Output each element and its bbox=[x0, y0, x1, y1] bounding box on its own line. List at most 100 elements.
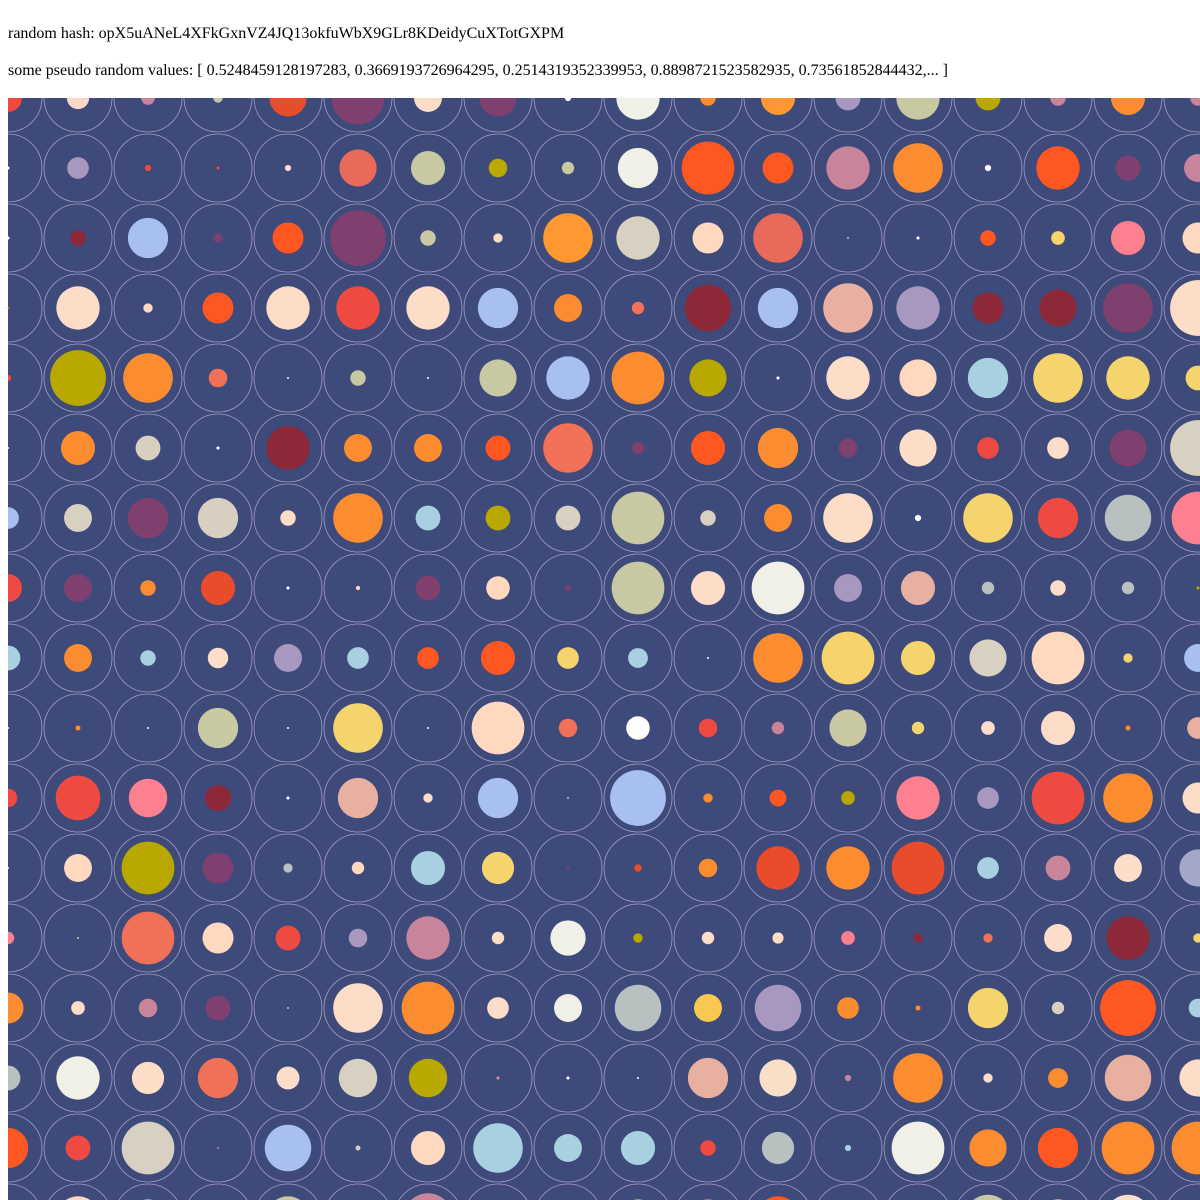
grid-ring bbox=[813, 693, 883, 763]
grid-dot bbox=[837, 997, 859, 1019]
grid-dot bbox=[8, 788, 18, 808]
grid-ring bbox=[883, 203, 953, 273]
grid-dot bbox=[1037, 497, 1079, 539]
grid-ring bbox=[43, 693, 113, 763]
grid-ring bbox=[813, 623, 883, 693]
grid-ring bbox=[1163, 343, 1200, 413]
grid-dot bbox=[8, 992, 24, 1024]
grid-ring bbox=[953, 763, 1023, 833]
grid-dot bbox=[911, 721, 925, 735]
grid-dot bbox=[491, 931, 505, 945]
grid-ring bbox=[813, 763, 883, 833]
grid-dot bbox=[701, 931, 715, 945]
grid-dot bbox=[1051, 1001, 1065, 1015]
grid-dot bbox=[330, 210, 386, 266]
grid-ring bbox=[1023, 98, 1093, 133]
hash-line: random hash: opX5uANeL4XFkGxnVZ4JQ13okfu… bbox=[8, 24, 564, 44]
grid-dot bbox=[347, 647, 369, 669]
grid-dot bbox=[135, 435, 161, 461]
grid-dot bbox=[1104, 1054, 1152, 1102]
grid-dot bbox=[66, 98, 90, 110]
grid-dot bbox=[891, 841, 945, 895]
grid-ring bbox=[8, 763, 43, 833]
grid-dot bbox=[554, 1134, 582, 1162]
grid-dot bbox=[913, 933, 923, 943]
grid-ring bbox=[43, 483, 113, 553]
grid-ring bbox=[393, 273, 463, 343]
grid-dot bbox=[893, 143, 943, 193]
grid-ring bbox=[113, 273, 183, 343]
grid-ring bbox=[533, 763, 603, 833]
grid-dot bbox=[1050, 580, 1066, 596]
grid-dot bbox=[1121, 581, 1135, 595]
grid-ring bbox=[883, 1113, 953, 1183]
grid-ring bbox=[673, 133, 743, 203]
grid-ring bbox=[813, 98, 883, 133]
grid-ring bbox=[393, 413, 463, 483]
grid-ring bbox=[813, 903, 883, 973]
grid-dot bbox=[616, 216, 660, 260]
grid-dot bbox=[633, 933, 643, 943]
grid-ring bbox=[43, 203, 113, 273]
grid-ring bbox=[533, 693, 603, 763]
grid-ring bbox=[463, 98, 533, 133]
grid-ring bbox=[43, 903, 113, 973]
grid-ring bbox=[253, 973, 323, 1043]
grid-ring bbox=[608, 1183, 668, 1200]
grid-ring bbox=[1163, 1113, 1200, 1183]
grid-dot bbox=[915, 1005, 921, 1011]
grid-dot bbox=[1179, 1059, 1200, 1097]
grid-ring bbox=[183, 763, 253, 833]
grid-dot bbox=[216, 446, 220, 450]
grid-dot bbox=[8, 645, 21, 671]
grid-ring bbox=[1023, 833, 1093, 903]
grid-dot bbox=[983, 933, 993, 943]
grid-dot bbox=[1103, 283, 1153, 333]
grid-ring bbox=[743, 623, 813, 693]
grid-ring bbox=[8, 833, 43, 903]
grid-ring bbox=[43, 273, 113, 343]
grid-dot bbox=[488, 158, 508, 178]
grid-dot bbox=[1040, 710, 1076, 746]
grid-dot bbox=[417, 647, 439, 669]
grid-ring bbox=[183, 98, 253, 133]
grid-dot bbox=[698, 858, 718, 878]
grid-ring bbox=[743, 833, 813, 903]
grid-dot bbox=[611, 561, 665, 615]
grid-ring bbox=[883, 833, 953, 903]
grid-dot bbox=[71, 1001, 85, 1015]
grid-ring bbox=[883, 763, 953, 833]
grid-dot bbox=[765, 1196, 791, 1200]
grid-dot bbox=[753, 633, 803, 683]
grid-dot bbox=[70, 230, 86, 246]
grid-dot bbox=[1050, 98, 1066, 106]
grid-dot bbox=[479, 359, 517, 397]
grid-dot bbox=[762, 152, 794, 184]
grid-ring bbox=[953, 903, 1023, 973]
grid-ring bbox=[533, 203, 603, 273]
grid-ring bbox=[533, 623, 603, 693]
grid-dot bbox=[287, 1007, 289, 1009]
grid-dot bbox=[56, 286, 100, 330]
grid-dot bbox=[486, 576, 510, 600]
grid-ring bbox=[603, 483, 673, 553]
grid-dot bbox=[554, 294, 582, 322]
grid-ring bbox=[1093, 343, 1163, 413]
grid-ring bbox=[43, 973, 113, 1043]
grid-dot bbox=[707, 657, 709, 659]
grid-dot bbox=[756, 846, 800, 890]
grid-ring bbox=[1023, 763, 1093, 833]
grid-ring bbox=[1093, 1113, 1163, 1183]
grid-dot bbox=[1048, 1068, 1068, 1088]
grid-dot bbox=[216, 166, 220, 170]
grid-dot bbox=[703, 793, 713, 803]
grid-dot bbox=[900, 570, 936, 606]
grid-dot bbox=[847, 237, 849, 239]
grid-dot bbox=[620, 1130, 656, 1166]
grid-ring bbox=[673, 973, 743, 1043]
grid-dot bbox=[626, 716, 650, 740]
grid-dot bbox=[477, 777, 519, 819]
grid-dot bbox=[980, 230, 996, 246]
grid-ring bbox=[253, 273, 323, 343]
grid-dot bbox=[213, 98, 223, 103]
